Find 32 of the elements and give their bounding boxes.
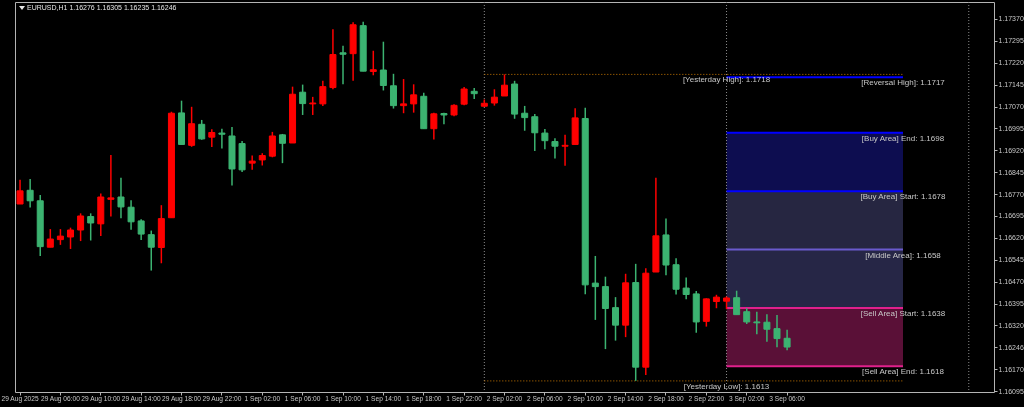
ref-line-label: [Buy Area] Start: 1.1678 [860, 192, 947, 202]
ref-line-label: [Sell Area] Start: 1.1638 [860, 308, 946, 318]
candlestick [369, 50, 377, 77]
candlestick [783, 329, 791, 352]
candlestick [16, 179, 24, 205]
candlestick [67, 226, 75, 250]
candlestick [450, 103, 458, 117]
candlestick [107, 154, 115, 218]
candlestick [248, 154, 256, 171]
candlestick [117, 176, 125, 220]
ref-line-label: [Middle Area]: 1.1658 [865, 250, 942, 260]
candlestick [591, 255, 599, 321]
candlestick [46, 228, 54, 248]
candlestick [400, 78, 408, 114]
candlestick [410, 83, 418, 114]
candlestick [440, 111, 448, 126]
ref-line-label: [Reversal High]: 1.1717 [861, 78, 946, 88]
candlestick [87, 212, 95, 242]
ref-line-label: [Yesterday Low]: 1.1613 [683, 381, 770, 391]
candlestick [561, 134, 569, 167]
candlestick [77, 212, 85, 242]
candlestick [268, 131, 276, 159]
candlestick [551, 137, 559, 160]
candlestick [460, 86, 468, 107]
candlestick [218, 127, 226, 150]
candlestick [278, 133, 286, 164]
candlestick [541, 128, 549, 150]
candlestick [339, 45, 347, 86]
ref-line-label: [Yesterday High]: 1.1718 [682, 75, 771, 85]
ref-line-label: [Sell Area] End: 1.1618 [862, 367, 945, 377]
ref-line-label: [Buy Area] End: 1.1698 [861, 133, 945, 143]
candlestick [309, 96, 317, 116]
